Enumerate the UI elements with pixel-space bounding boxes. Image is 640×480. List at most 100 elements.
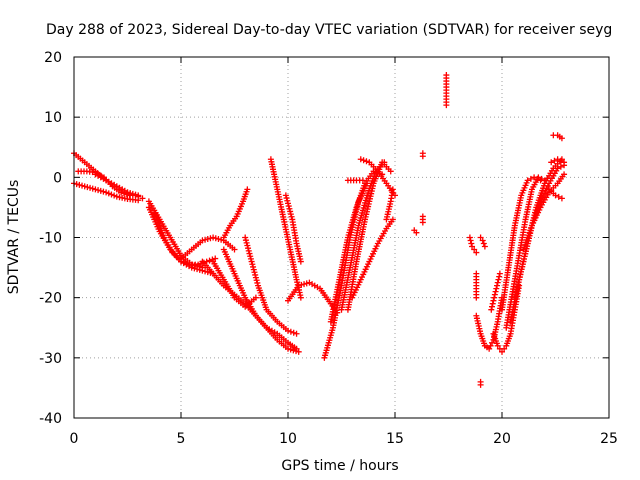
- series-arc-26: [419, 150, 426, 160]
- data-point: [252, 271, 259, 278]
- data-point: [301, 281, 308, 288]
- x-axis-label: GPS time / hours: [281, 458, 398, 474]
- data-point: [527, 175, 534, 182]
- data-point: [79, 182, 86, 189]
- x-tick-label: 15: [386, 431, 404, 447]
- data-point: [552, 192, 559, 199]
- series-arc-16: [285, 279, 341, 316]
- data-point: [103, 189, 110, 196]
- data-point: [293, 348, 300, 355]
- data-points: [71, 72, 568, 388]
- data-point: [488, 306, 495, 313]
- data-point: [254, 279, 261, 286]
- series-arc-43: [548, 156, 568, 166]
- data-point: [490, 297, 497, 304]
- x-tick-label: 10: [279, 431, 297, 447]
- data-point: [188, 264, 195, 271]
- axis-ticks: [73, 56, 610, 419]
- data-point: [471, 246, 478, 253]
- data-point: [494, 342, 501, 349]
- data-point: [293, 330, 300, 337]
- data-point: [492, 288, 499, 295]
- data-point: [245, 247, 252, 254]
- y-tick-label: 10: [44, 110, 62, 126]
- series-arc-3: [75, 168, 133, 199]
- data-point: [252, 294, 259, 301]
- data-point: [212, 235, 219, 242]
- series-arc-22: [344, 177, 366, 184]
- data-point: [481, 243, 488, 250]
- data-point: [473, 294, 480, 301]
- y-tick-label: 20: [44, 50, 62, 66]
- series-arc-8: [178, 234, 238, 262]
- data-point: [467, 237, 474, 244]
- x-tick-label: 20: [493, 431, 511, 447]
- data-point: [298, 281, 305, 288]
- data-point: [284, 197, 291, 204]
- x-tick-label: 0: [70, 431, 79, 447]
- data-point: [469, 243, 476, 250]
- y-tick-labels: -40 -30 -20 -10 0 10 20: [39, 50, 62, 427]
- y-tick-label: -10: [39, 231, 62, 247]
- data-point: [212, 255, 219, 262]
- data-point: [95, 187, 102, 194]
- y-tick-label: -30: [39, 351, 62, 367]
- data-point: [288, 213, 295, 220]
- data-point: [494, 282, 501, 289]
- data-point: [132, 192, 139, 199]
- data-point: [210, 234, 217, 241]
- data-point: [287, 346, 294, 353]
- series-arc-15: [282, 192, 304, 265]
- y-tick-label: -40: [39, 411, 62, 427]
- data-point: [468, 240, 475, 247]
- data-point: [389, 186, 396, 193]
- data-point: [555, 193, 562, 200]
- series-arc-12: [199, 258, 302, 355]
- data-point: [561, 159, 568, 166]
- data-point: [87, 184, 94, 191]
- data-point: [499, 348, 505, 355]
- data-point: [443, 102, 450, 109]
- data-point: [97, 187, 104, 194]
- x-tick-label: 5: [177, 431, 186, 447]
- data-point: [253, 277, 260, 284]
- series-arc-9: [210, 258, 259, 310]
- data-point: [248, 258, 255, 265]
- data-point: [285, 345, 291, 352]
- data-point: [127, 190, 134, 197]
- data-point: [191, 265, 198, 272]
- data-point: [489, 300, 496, 307]
- data-point: [303, 280, 310, 287]
- data-point: [252, 274, 259, 281]
- series-arc-21: [349, 216, 396, 301]
- series-arc-19: [338, 159, 388, 313]
- data-point: [548, 159, 555, 166]
- data-point: [419, 219, 426, 226]
- data-point: [491, 291, 498, 298]
- data-point: [387, 168, 394, 175]
- data-point: [297, 294, 304, 301]
- data-point: [89, 185, 96, 192]
- series-arc-31: [477, 234, 488, 250]
- data-point: [118, 189, 125, 196]
- data-point: [81, 183, 88, 190]
- data-point: [183, 260, 190, 267]
- series-arc-20: [344, 159, 394, 313]
- data-point: [245, 245, 252, 252]
- data-point: [524, 177, 531, 184]
- data-point: [360, 157, 367, 164]
- data-point: [496, 273, 503, 280]
- data-point: [495, 276, 502, 283]
- data-point: [195, 261, 202, 268]
- series-arc-36: [499, 174, 544, 313]
- data-point: [287, 211, 294, 218]
- data-point: [135, 193, 142, 200]
- data-point: [290, 329, 297, 336]
- data-point: [554, 165, 561, 172]
- data-point: [247, 253, 254, 260]
- data-point: [413, 229, 420, 236]
- series-arc-25: [411, 227, 420, 236]
- series-arc-5: [145, 198, 206, 271]
- data-point: [92, 186, 99, 193]
